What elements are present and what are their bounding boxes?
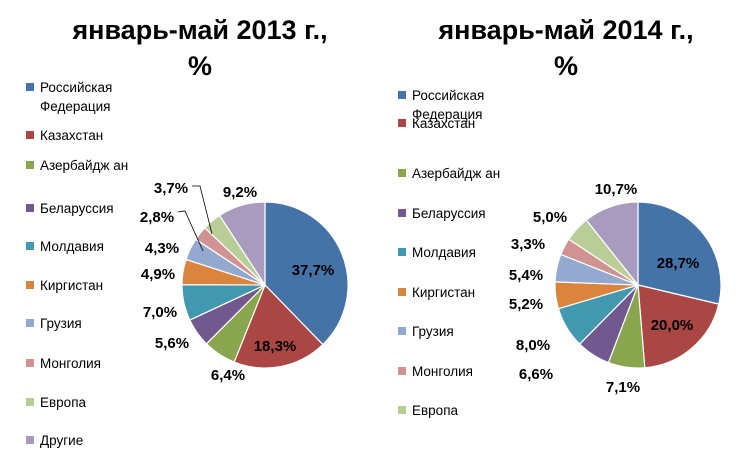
- legend-swatch: [26, 281, 34, 289]
- legend-label: Европа: [40, 395, 87, 410]
- legend-swatch: [398, 119, 406, 127]
- chart-title-line-2: %: [553, 51, 578, 81]
- chart-title: январь-май 2013 г., %: [50, 12, 350, 84]
- data-label-4: 8,0%: [516, 337, 550, 354]
- legend-swatch: [26, 242, 34, 250]
- legend-label: Грузия: [412, 324, 454, 339]
- legend-label: Российская Федерация: [412, 88, 485, 122]
- data-label-7: 2,8%: [140, 209, 174, 226]
- data-label-9: 9,2%: [223, 184, 257, 201]
- legend-swatch: [398, 367, 406, 375]
- pie-slice-9: [585, 201, 639, 287]
- legend-label: Казахстан: [40, 128, 104, 143]
- data-label-4: 7,0%: [143, 304, 177, 321]
- legend-swatch: [26, 204, 34, 212]
- pie-slice-0: [264, 201, 349, 346]
- data-label-3: 5,6%: [155, 335, 189, 352]
- data-label-2: 7,1%: [606, 379, 640, 396]
- data-label-2: 6,4%: [211, 367, 245, 384]
- data-label-1: 18,3%: [254, 338, 297, 355]
- legend-label: Молдавия: [40, 239, 104, 254]
- pie-slice-1: [233, 283, 324, 369]
- data-label-1: 20,0%: [651, 317, 694, 334]
- legend-label: Азербайдж ан: [412, 166, 501, 181]
- legend-label: Казахстан: [412, 116, 476, 131]
- legend-swatch: [398, 248, 406, 256]
- legend-swatch: [26, 131, 34, 139]
- legend-swatch: [398, 406, 406, 414]
- data-label-0: 28,7%: [657, 255, 700, 272]
- chart-title-line-2: %: [187, 51, 212, 81]
- chart-title: январь-май 2014 г., %: [416, 12, 716, 84]
- legend-swatch: [398, 288, 406, 296]
- legend-label: Российская Федерация: [40, 80, 113, 114]
- legend-swatch: [26, 83, 34, 91]
- data-label-7: 3,3%: [511, 236, 545, 253]
- chart-title-line-1: январь-май 2014 г.,: [438, 15, 694, 45]
- legend-swatch: [398, 209, 406, 217]
- legend-label: Монголия: [40, 356, 101, 371]
- legend-swatch: [26, 319, 34, 327]
- legend-label: Беларуссия: [40, 201, 114, 216]
- legend-label: Молдавия: [412, 245, 476, 260]
- chart-2014: январь-май 2014 г., % Российская Федерац…: [376, 0, 752, 467]
- legend-swatch: [398, 327, 406, 335]
- data-label-9: 10,7%: [595, 181, 638, 198]
- data-label-5: 5,2%: [509, 296, 543, 313]
- pie-slice-0: [637, 201, 722, 305]
- legend-swatch: [26, 436, 34, 444]
- legend-swatch: [26, 161, 34, 169]
- legend-swatch: [398, 169, 406, 177]
- legend-label: Европа: [412, 403, 459, 418]
- legend-label: Киргистан: [412, 285, 476, 300]
- data-label-6: 5,4%: [509, 267, 543, 284]
- chart-title-line-1: январь-май 2013 г.,: [72, 15, 328, 45]
- data-label-3: 6,6%: [519, 366, 553, 383]
- legend-label: Грузия: [40, 316, 82, 331]
- data-label-0: 37,7%: [292, 262, 335, 279]
- legend-label: Азербайдж ан: [40, 158, 129, 173]
- legend-swatch: [26, 359, 34, 367]
- pie-slice-1: [637, 284, 720, 369]
- leader-line-7: [177, 210, 204, 252]
- legend-swatch: [26, 398, 34, 406]
- chart-2013: январь-май 2013 г., % Российская Федерац…: [26, 12, 350, 448]
- legend-label: Киргистан: [40, 278, 104, 293]
- legend-swatch: [398, 91, 406, 99]
- legend-label: Другие: [40, 433, 84, 448]
- data-label-5: 4,9%: [141, 266, 175, 283]
- data-label-6: 4,3%: [145, 240, 179, 257]
- data-label-8: 5,0%: [533, 209, 567, 226]
- pie-slice-9: [218, 201, 266, 288]
- pie-chart: 37,7% 18,3% 6,4% 5,6% 7,0% 4,9% 4,3% 2,8% 3,7% 9,…: [140, 180, 349, 384]
- pie-chart: 28,7% 20,0% 7,1% 6,6% 8,0% 5,2% 5,4% 3,3% 5,0% 10…: [509, 181, 722, 396]
- data-label-8: 3,7%: [154, 180, 188, 197]
- leader-line-8: [192, 185, 213, 235]
- legend-label: Монголия: [412, 364, 473, 379]
- legend-label: Беларуссия: [412, 206, 486, 221]
